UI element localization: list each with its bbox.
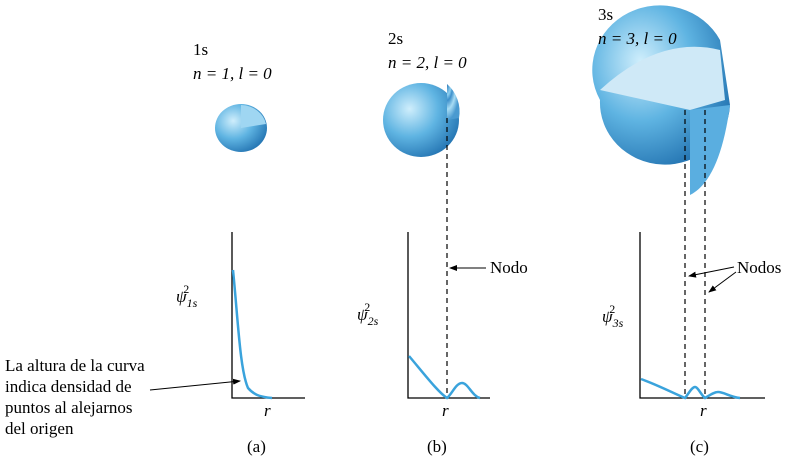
y-label-part: ψ	[176, 287, 187, 306]
y-label-part: 2	[183, 282, 189, 296]
panel-caption: (b)	[427, 437, 447, 456]
axes	[231, 232, 305, 399]
sphere-2s	[383, 83, 460, 157]
sphere-3s	[592, 5, 730, 195]
density-curve	[231, 269, 273, 400]
panel-c-title: 3s n = 3, l = 0	[598, 5, 677, 48]
y-label-part: 1s	[187, 296, 198, 310]
panel-a-title: 1s n = 1, l = 0	[193, 40, 272, 83]
note-line: del origen	[5, 419, 74, 438]
quantum-numbers: n = 1, l = 0	[193, 64, 272, 83]
x-label: r	[264, 401, 271, 420]
density-curve	[408, 355, 481, 400]
y-label-part: 2s	[368, 314, 379, 328]
y-label: ψ1s2	[176, 282, 198, 310]
node-label: Nodo	[490, 258, 528, 277]
note-line: puntos al alejarnos	[5, 398, 132, 417]
y-label-text: ψ2s2	[357, 300, 379, 328]
quantum-numbers: n = 3, l = 0	[598, 29, 677, 48]
y-label: ψ2s2	[357, 300, 379, 328]
x-label: r	[442, 401, 449, 420]
x-label: r	[700, 401, 707, 420]
node-arrow	[688, 266, 735, 278]
note-line: La altura de la curva	[5, 356, 145, 375]
orbital-label: 1s	[193, 40, 208, 59]
y-label-text: ψ3s2	[602, 302, 624, 330]
axes	[639, 232, 765, 399]
y-label-part: 2	[609, 302, 615, 316]
quantum-numbers: n = 2, l = 0	[388, 53, 467, 72]
y-label-part: ψ	[357, 305, 368, 324]
sphere-1s	[215, 104, 267, 152]
orbital-label: 2s	[388, 29, 403, 48]
node-label: Nodos	[737, 258, 781, 277]
density-curve	[640, 377, 741, 400]
panel-caption: (a)	[247, 437, 266, 456]
note: La altura de la curva indica densidad de…	[5, 356, 145, 438]
panel-b-title: 2s n = 2, l = 0	[388, 29, 467, 72]
y-label-text: ψ1s2	[176, 282, 198, 310]
note-line: indica densidad de	[5, 377, 132, 396]
node-arrow	[708, 271, 737, 293]
y-label: ψ3s2	[602, 302, 624, 330]
y-label-part: ψ	[602, 307, 613, 326]
orbital-label: 3s	[598, 5, 613, 24]
y-label-part: 3s	[612, 316, 624, 330]
axes	[407, 232, 490, 399]
note-arrow	[149, 378, 241, 391]
y-label-part: 2	[364, 300, 370, 314]
panel-caption: (c)	[690, 437, 709, 456]
